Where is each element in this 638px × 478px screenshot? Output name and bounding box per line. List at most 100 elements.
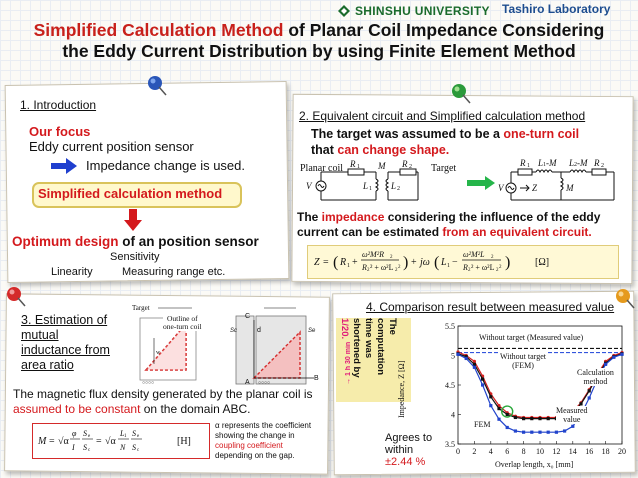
computation-time-text: The computation time was shortened by 1/… — [338, 318, 398, 402]
measured-point — [546, 417, 550, 421]
svg-text:ω²M²L: ω²M²L — [463, 250, 485, 259]
measuring-range-label: Measuring range etc. — [122, 266, 226, 278]
x-tick-label: 4 — [489, 447, 493, 456]
measured-point — [472, 362, 476, 366]
equivalent-circuit-heading: 2. Equivalent circuit and Simplified cal… — [299, 109, 586, 123]
fem-point — [456, 352, 460, 356]
impedance-highlight-2: from an equivalent circuit. — [442, 225, 592, 239]
svg-text:M: M — [37, 436, 47, 447]
svg-text:=: = — [96, 436, 102, 447]
agreement-highlight-ring — [500, 405, 514, 418]
y-tick-label: 5 — [451, 352, 455, 361]
fem-point — [587, 396, 591, 400]
svg-text:Sc: Sc — [230, 328, 237, 334]
assumption-highlight-2: can change shape. — [337, 143, 450, 157]
svg-text:S: S — [132, 443, 136, 452]
svg-text:○○○○: ○○○○ — [258, 380, 270, 386]
without-fem-line-2: (FEM) — [512, 361, 534, 370]
svg-text:V: V — [498, 183, 505, 193]
fem-point — [571, 424, 575, 428]
impedance-part-b: considering the influence of the eddy cu… — [297, 210, 601, 239]
svg-text:2: 2 — [398, 265, 401, 270]
agreement-note: Agrees to within ±2.44 % — [385, 432, 432, 468]
x-tick-label: 10 — [536, 447, 544, 456]
svg-text:² + ω²L: ² + ω²L — [370, 263, 394, 272]
svg-text:2: 2 — [395, 268, 398, 273]
fem-point — [489, 404, 493, 408]
conversion-arrow-icon — [467, 176, 495, 190]
alpha-note-highlight: coupling coefficient — [215, 441, 283, 450]
linearity-label: Linearity — [51, 266, 93, 278]
svg-text:○○○○: ○○○○ — [142, 380, 154, 386]
x-tick-label: 18 — [602, 447, 610, 456]
svg-text:=: = — [323, 257, 329, 268]
svg-text:ω²M²R: ω²M²R — [362, 250, 384, 259]
note-line-1: The — [387, 318, 398, 335]
introduction-heading: 1. Introduction — [20, 98, 97, 112]
measured-point — [464, 355, 468, 359]
impedance-part-a: The — [297, 210, 322, 224]
poster-title: Simplified Calculation Method of Planar … — [4, 20, 634, 62]
mutual-inductance-heading: 3. Estimation of mutual inductance from … — [21, 313, 110, 373]
svg-text:R: R — [462, 263, 468, 272]
flux-part-a: The magnetic flux density generated by t… — [13, 387, 313, 401]
x-tick-label: 16 — [585, 447, 593, 456]
z-label: Z — [532, 183, 538, 193]
university-emblem-icon — [338, 5, 350, 17]
focus-label: Our focus — [29, 124, 91, 139]
y-axis-label: Impedance, Z [Ω] — [397, 360, 406, 418]
measured-point — [538, 417, 542, 421]
fem-point — [481, 383, 485, 387]
l2m-label: L2-M — [568, 158, 588, 168]
svg-text:2: 2 — [499, 265, 502, 270]
svg-text:Z: Z — [314, 257, 320, 268]
y-tick-label: 4.5 — [445, 381, 455, 390]
measured-point — [497, 407, 501, 411]
alpha-note-a: α represents the coefficient showing the… — [215, 421, 312, 440]
measured-point — [481, 377, 485, 381]
svg-text:1: 1 — [347, 263, 350, 269]
down-arrow-icon — [124, 209, 142, 231]
orange-pushpin-icon — [616, 289, 635, 309]
r2-label: R — [401, 160, 408, 169]
assumption-part-a: The target was assumed to be a — [311, 127, 504, 141]
title-line2: the Eddy Current Distribution by using F… — [62, 41, 576, 61]
university-logo: SHINSHU UNIVERSITY — [337, 3, 490, 19]
label-fem: FEM — [474, 420, 491, 429]
svg-text:M: M — [565, 183, 574, 193]
alpha-note-b: depending on the gap. — [215, 451, 295, 460]
method-box — [32, 182, 242, 208]
computation-time-note — [336, 318, 411, 402]
svg-text:1: 1 — [124, 434, 127, 439]
optimum-highlight: Optimum design — [12, 234, 119, 249]
mutual-unit: [H] — [177, 436, 191, 447]
impedance-note: Impedance change is used. — [86, 158, 245, 173]
measured-point — [530, 417, 534, 421]
agree-line-1: Agrees to — [385, 432, 433, 444]
fem-point — [530, 430, 534, 434]
optimum-design: Optimum design of an position sensor — [12, 234, 259, 249]
x-axis-label: Overlap length, x₀ [mm] — [495, 460, 574, 469]
agree-line-2: within — [385, 444, 414, 456]
equivalent-t-circuit-diagram: V Z R 1 L1-M L2-M R 2 M — [498, 158, 615, 201]
svg-text:² + ω²L: ² + ω²L — [471, 263, 495, 272]
laboratory-name: Tashiro Laboratory — [502, 2, 611, 16]
green-pushpin-icon — [452, 84, 471, 104]
heading-line-1: 3. Estimation of — [21, 313, 108, 327]
title-highlight: Simplified Calculation Method — [33, 20, 284, 40]
x-tick-label: 20 — [618, 447, 626, 456]
measured-point — [579, 402, 583, 406]
flux-density-text: The magnetic flux density generated by t… — [13, 387, 323, 417]
heading-line-3: inductance from — [21, 343, 110, 357]
outline-line-1: Outline of — [166, 314, 198, 323]
outline-label: Outline of one-turn coil — [163, 315, 202, 331]
sensitivity-label: Sensitivity — [110, 251, 160, 263]
svg-text:L: L — [119, 429, 125, 438]
impedance-unit: [Ω] — [535, 257, 549, 268]
title-line1-rest: of Planar Coil Impedance Considering — [283, 20, 605, 40]
outline-line-2: one-turn coil — [163, 322, 202, 331]
calc-line-1: Calculation — [577, 368, 614, 377]
point-c-label: C — [245, 313, 250, 320]
svg-text:1: 1 — [357, 164, 360, 170]
fem-point — [554, 430, 558, 434]
